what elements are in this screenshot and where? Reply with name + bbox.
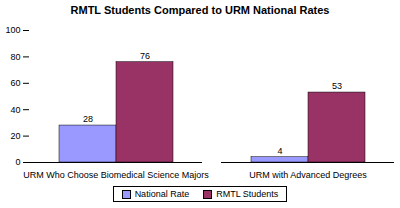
svg-text:0: 0 bbox=[15, 157, 20, 167]
svg-text:4: 4 bbox=[277, 146, 282, 156]
svg-text:28: 28 bbox=[83, 114, 93, 124]
svg-text:20: 20 bbox=[10, 131, 20, 141]
svg-text:100: 100 bbox=[5, 25, 20, 35]
svg-text:40: 40 bbox=[10, 105, 20, 115]
svg-text:URM Who Choose Biomedical Scie: URM Who Choose Biomedical Science Majors bbox=[23, 170, 209, 180]
svg-text:76: 76 bbox=[140, 51, 150, 61]
svg-text:80: 80 bbox=[10, 52, 20, 62]
svg-text:53: 53 bbox=[332, 81, 342, 91]
html-text:RMTL Students: RMTL Students bbox=[216, 189, 279, 199]
html-text:National Rate: National Rate bbox=[134, 189, 190, 199]
svg-text:URM with Advanced Degrees: URM with Advanced Degrees bbox=[249, 170, 367, 180]
svg-text:60: 60 bbox=[10, 78, 20, 88]
html-text:RMTL Students Compared to URM: RMTL Students Compared to URM National R… bbox=[70, 4, 330, 16]
